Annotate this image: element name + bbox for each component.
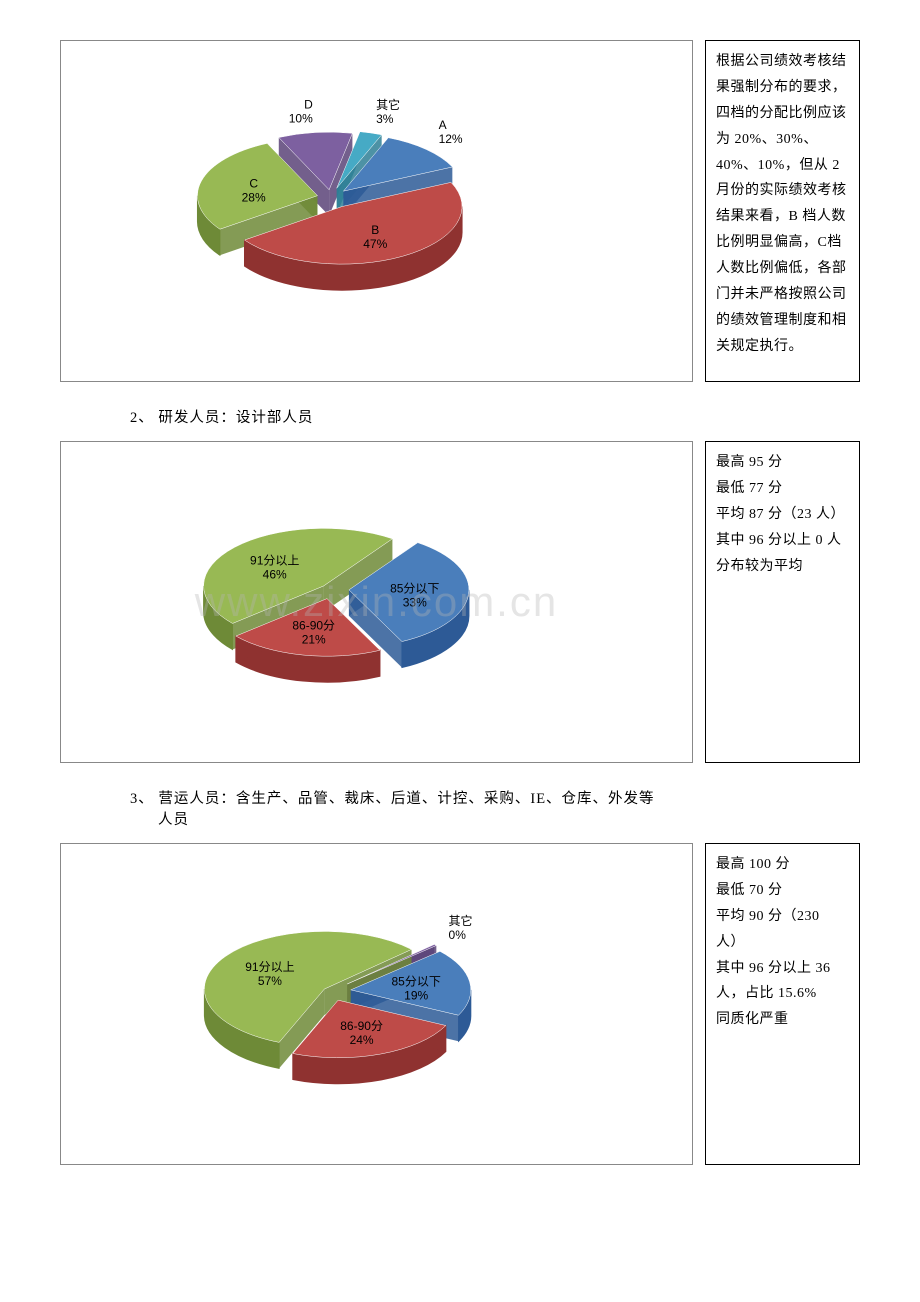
svg-text:19%: 19% (404, 989, 428, 1003)
svg-text:91分以上: 91分以上 (245, 960, 294, 974)
svg-text:10%: 10% (289, 111, 313, 125)
svg-text:91分以上: 91分以上 (250, 554, 299, 568)
svg-text:C: C (249, 177, 258, 191)
heading-3-l1: 3、 营运人员：含生产、品管、裁床、后道、计控、采购、IE、仓库、外发等 (130, 791, 655, 807)
svg-text:3%: 3% (376, 112, 394, 126)
chart3-note: 最高 100 分最低 70 分平均 90 分（230 人）其中 96 分以上 3… (705, 843, 860, 1165)
heading-3-l2: 人员 (158, 808, 189, 829)
svg-text:86-90分: 86-90分 (292, 619, 335, 633)
chart2-svg: 85分以下33% 86-90分21% 91分以上46% (61, 442, 601, 762)
svg-text:21%: 21% (302, 633, 326, 647)
svg-text:86-90分: 86-90分 (340, 1019, 383, 1033)
svg-text:47%: 47% (363, 237, 387, 251)
heading-2: 2、 研发人员：设计部人员 (130, 406, 860, 427)
chart2-note: 最高 95 分最低 77 分平均 87 分（23 人）其中 96 分以上 0 人… (705, 441, 860, 763)
chart3-container: 85分以下19% 86-90分24% 91分以上57% 其它0% (60, 843, 693, 1165)
chart3-svg: 85分以下19% 86-90分24% 91分以上57% 其它0% (61, 844, 601, 1164)
svg-text:其它: 其它 (449, 913, 473, 928)
chart1-note: 根据公司绩效考核结果强制分布的要求，四档的分配比例应该为 20%、30%、40%… (705, 40, 860, 382)
svg-text:其它: 其它 (376, 97, 400, 112)
chart1-svg: A12% B47% C28% D10% 其它3% (61, 41, 601, 381)
chart2-container: 85分以下33%86-90分21%91分以上46% www.zixin.com.… (60, 441, 693, 763)
svg-text:0%: 0% (449, 928, 467, 942)
svg-text:D: D (304, 97, 313, 111)
chart1-container: A12% B47% C28% D10% 其它3% (60, 40, 693, 382)
svg-text:85分以下: 85分以下 (391, 975, 440, 989)
svg-text:57%: 57% (258, 974, 282, 988)
svg-text:28%: 28% (242, 191, 266, 205)
svg-text:33%: 33% (403, 595, 427, 609)
svg-text:46%: 46% (263, 568, 287, 582)
heading-3: 3、 营运人员：含生产、品管、裁床、后道、计控、采购、IE、仓库、外发等 人员 (130, 787, 860, 829)
svg-text:A: A (439, 118, 447, 132)
svg-text:B: B (371, 223, 379, 237)
svg-text:12%: 12% (439, 132, 463, 146)
svg-text:85分以下: 85分以下 (390, 581, 439, 595)
svg-text:24%: 24% (350, 1033, 374, 1047)
